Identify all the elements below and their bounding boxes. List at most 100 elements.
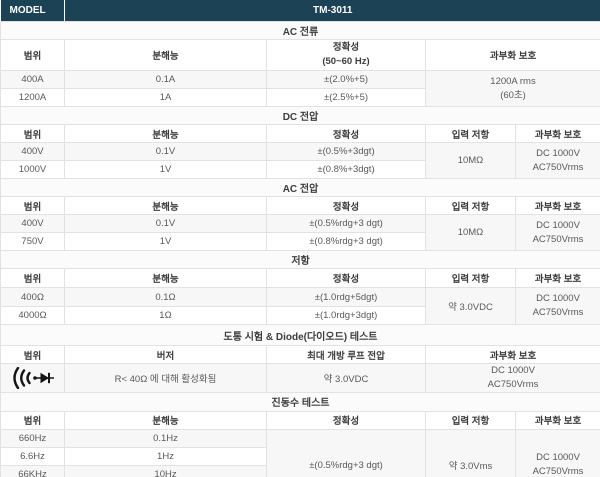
table-row: 400Ω 0.1Ω ±(1.0rdg+5dgt) 약 3.0VDC DC 100… bbox=[0, 287, 600, 325]
col-header-accuracy: 정확성 bbox=[266, 196, 426, 215]
range-value: 400A bbox=[0, 70, 65, 89]
ac-current-header-row: 범위 분해능 정확성 (50~60 Hz) 과부화 보호 bbox=[0, 39, 600, 71]
range-value: 6.6Hz bbox=[0, 446, 65, 466]
col-header-protection: 과부화 보호 bbox=[514, 268, 600, 288]
table-row: 750V 1V ±(0.8%rdg+3 dgt) bbox=[0, 232, 600, 251]
accuracy-sublabel: (50~60 Hz) bbox=[322, 56, 370, 67]
col-header-protection: 과부화 보호 bbox=[514, 410, 600, 430]
protection-line1: DC 1000V bbox=[536, 147, 580, 159]
resolution-value: 0.1A bbox=[64, 70, 267, 89]
table-row: 400V 0.1V ±(0.5%rdg+3 dgt) 10MΩ DC 1000V… bbox=[0, 214, 600, 251]
accuracy-value: ±(2.0%+5) bbox=[266, 70, 426, 89]
col-header-range: 범위 bbox=[0, 39, 65, 71]
protection-line1: 1200A rms bbox=[490, 75, 536, 87]
dc-voltage-header-row: 범위 분해능 정확성 입력 저항 과부화 보호 bbox=[0, 124, 600, 143]
col-header-range: 범위 bbox=[0, 196, 65, 215]
col-header-protection: 과부화 보호 bbox=[424, 345, 600, 364]
protection-line1: DC 1000V bbox=[491, 365, 535, 376]
col-header-open-loop: 최대 개방 루프 전압 bbox=[266, 345, 426, 364]
frequency-header-row: 범위 분해능 정확성 입력 저항 과부화 보호 bbox=[0, 410, 600, 430]
accuracy-value: ±(0.5%+3dgt) bbox=[266, 142, 426, 161]
protection-value: DC 1000V AC750Vrms bbox=[514, 287, 600, 325]
table-row: 1200A 1A ±(2.5%+5) bbox=[0, 88, 600, 107]
col-header-resolution: 분해능 bbox=[64, 410, 267, 430]
protection-line2: AC750Vrms bbox=[532, 233, 584, 245]
section-title-label: 도통 시험 & Diode(다이오드) 테스트 bbox=[0, 324, 600, 346]
col-header-resolution: 분해능 bbox=[64, 268, 267, 288]
accuracy-value: ±(0.5%rdg+3 dgt) bbox=[266, 428, 426, 477]
col-header-accuracy: 정확성 bbox=[266, 124, 426, 143]
protection-line2: AC750Vrms bbox=[532, 307, 584, 318]
col-header-buzzer: 버저 bbox=[64, 345, 267, 364]
protection-value: 1200A rms (60초) bbox=[424, 70, 600, 107]
protection-line2: AC750Vrms bbox=[532, 161, 584, 173]
impedance-value: 10MΩ bbox=[425, 214, 516, 251]
range-value: 1200A bbox=[0, 88, 65, 107]
section-title-dc-voltage: DC 전압 bbox=[0, 106, 600, 125]
resolution-value: 0.1Hz bbox=[64, 428, 267, 448]
protection-value: DC 1000V AC750Vrms bbox=[514, 428, 600, 477]
accuracy-value: ±(2.5%+5) bbox=[266, 88, 426, 107]
section-title-label: AC 전류 bbox=[0, 21, 600, 40]
resistance-header-row: 범위 분해능 정확성 입력 저항 과부화 보호 bbox=[0, 268, 600, 288]
col-header-range: 범위 bbox=[0, 268, 65, 288]
accuracy-value: ±(0.5%rdg+3 dgt) bbox=[266, 214, 426, 233]
table-row: 400A 0.1A ±(2.0%+5) 1200A rms (60초) bbox=[0, 70, 600, 107]
col-header-impedance: 입력 저항 bbox=[425, 410, 516, 430]
protection-value: DC 1000V AC750Vrms bbox=[424, 363, 600, 393]
impedance-value: 약 3.0Vms bbox=[425, 428, 516, 477]
col-header-impedance: 입력 저항 bbox=[425, 124, 516, 143]
resolution-value: 1Ω bbox=[64, 306, 267, 325]
col-header-range: 범위 bbox=[0, 124, 65, 143]
col-header-protection: 과부화 보호 bbox=[424, 39, 600, 71]
section-title-frequency: 진동수 테스트 bbox=[0, 391, 600, 412]
table-row: 4000Ω 1Ω ±(1.0rdg+3dgt) bbox=[0, 306, 600, 325]
range-value: 400V bbox=[0, 214, 65, 233]
range-value: 4000Ω bbox=[0, 306, 65, 325]
continuity-buzzer-diode-icon bbox=[12, 367, 54, 390]
table-row: 400V 0.1V ±(0.5%+3dgt) 10MΩ DC 1000V AC7… bbox=[0, 142, 600, 179]
continuity-range-cell bbox=[0, 363, 65, 393]
col-header-accuracy: 정확성 bbox=[266, 268, 426, 288]
range-value: 1000V bbox=[0, 160, 65, 179]
section-title-ac-voltage: AC 전압 bbox=[0, 178, 600, 197]
accuracy-value: ±(1.0rdg+5dgt) bbox=[266, 287, 426, 307]
resolution-value: 0.1Ω bbox=[64, 287, 267, 307]
impedance-value: 10MΩ bbox=[425, 142, 516, 179]
resolution-value: 0.1V bbox=[64, 214, 267, 233]
accuracy-value: ±(1.0rdg+3dgt) bbox=[266, 306, 426, 325]
col-header-range: 범위 bbox=[0, 410, 65, 430]
resolution-value: 1V bbox=[64, 160, 267, 179]
resolution-value: 0.1V bbox=[64, 142, 267, 161]
protection-line2: (60초) bbox=[500, 89, 526, 101]
resolution-value: 1Hz bbox=[64, 446, 267, 466]
col-header-range: 범위 bbox=[0, 345, 65, 364]
table-row: 66KHz 10Hz bbox=[0, 464, 600, 477]
accuracy-label: 정확성 bbox=[332, 42, 360, 54]
section-title-continuity: 도통 시험 & Diode(다이오드) 테스트 bbox=[0, 324, 600, 346]
section-title-label: AC 전압 bbox=[0, 178, 600, 197]
col-header-resolution: 분해능 bbox=[64, 124, 267, 143]
model-value: TM-3011 bbox=[63, 0, 600, 22]
range-value: 66KHz bbox=[0, 464, 65, 477]
protection-value: DC 1000V AC750Vrms bbox=[514, 214, 600, 251]
section-title-label: DC 전압 bbox=[0, 106, 600, 125]
protection-line2: AC750Vrms bbox=[532, 466, 584, 477]
col-header-accuracy: 정확성 (50~60 Hz) bbox=[266, 39, 426, 71]
col-header-protection: 과부화 보호 bbox=[514, 196, 600, 215]
range-value: 400Ω bbox=[0, 287, 65, 307]
accuracy-value: ±(0.8%+3dgt) bbox=[266, 160, 426, 179]
section-title-ac-current: AC 전류 bbox=[0, 21, 600, 40]
protection-line1: DC 1000V bbox=[536, 219, 580, 231]
protection-line1: DC 1000V bbox=[536, 293, 580, 305]
section-title-resistance: 저항 bbox=[0, 250, 600, 269]
model-label: MODEL bbox=[0, 0, 65, 22]
resolution-value: 1V bbox=[64, 232, 267, 251]
col-header-protection: 과부화 보호 bbox=[514, 124, 600, 143]
protection-line1: DC 1000V bbox=[536, 452, 580, 464]
col-header-impedance: 입력 저항 bbox=[425, 196, 516, 215]
range-value: 750V bbox=[0, 232, 65, 251]
model-header-row: MODEL TM-3011 bbox=[0, 0, 600, 22]
buzzer-condition: R< 40Ω 에 대해 활성화됨 bbox=[64, 363, 267, 393]
